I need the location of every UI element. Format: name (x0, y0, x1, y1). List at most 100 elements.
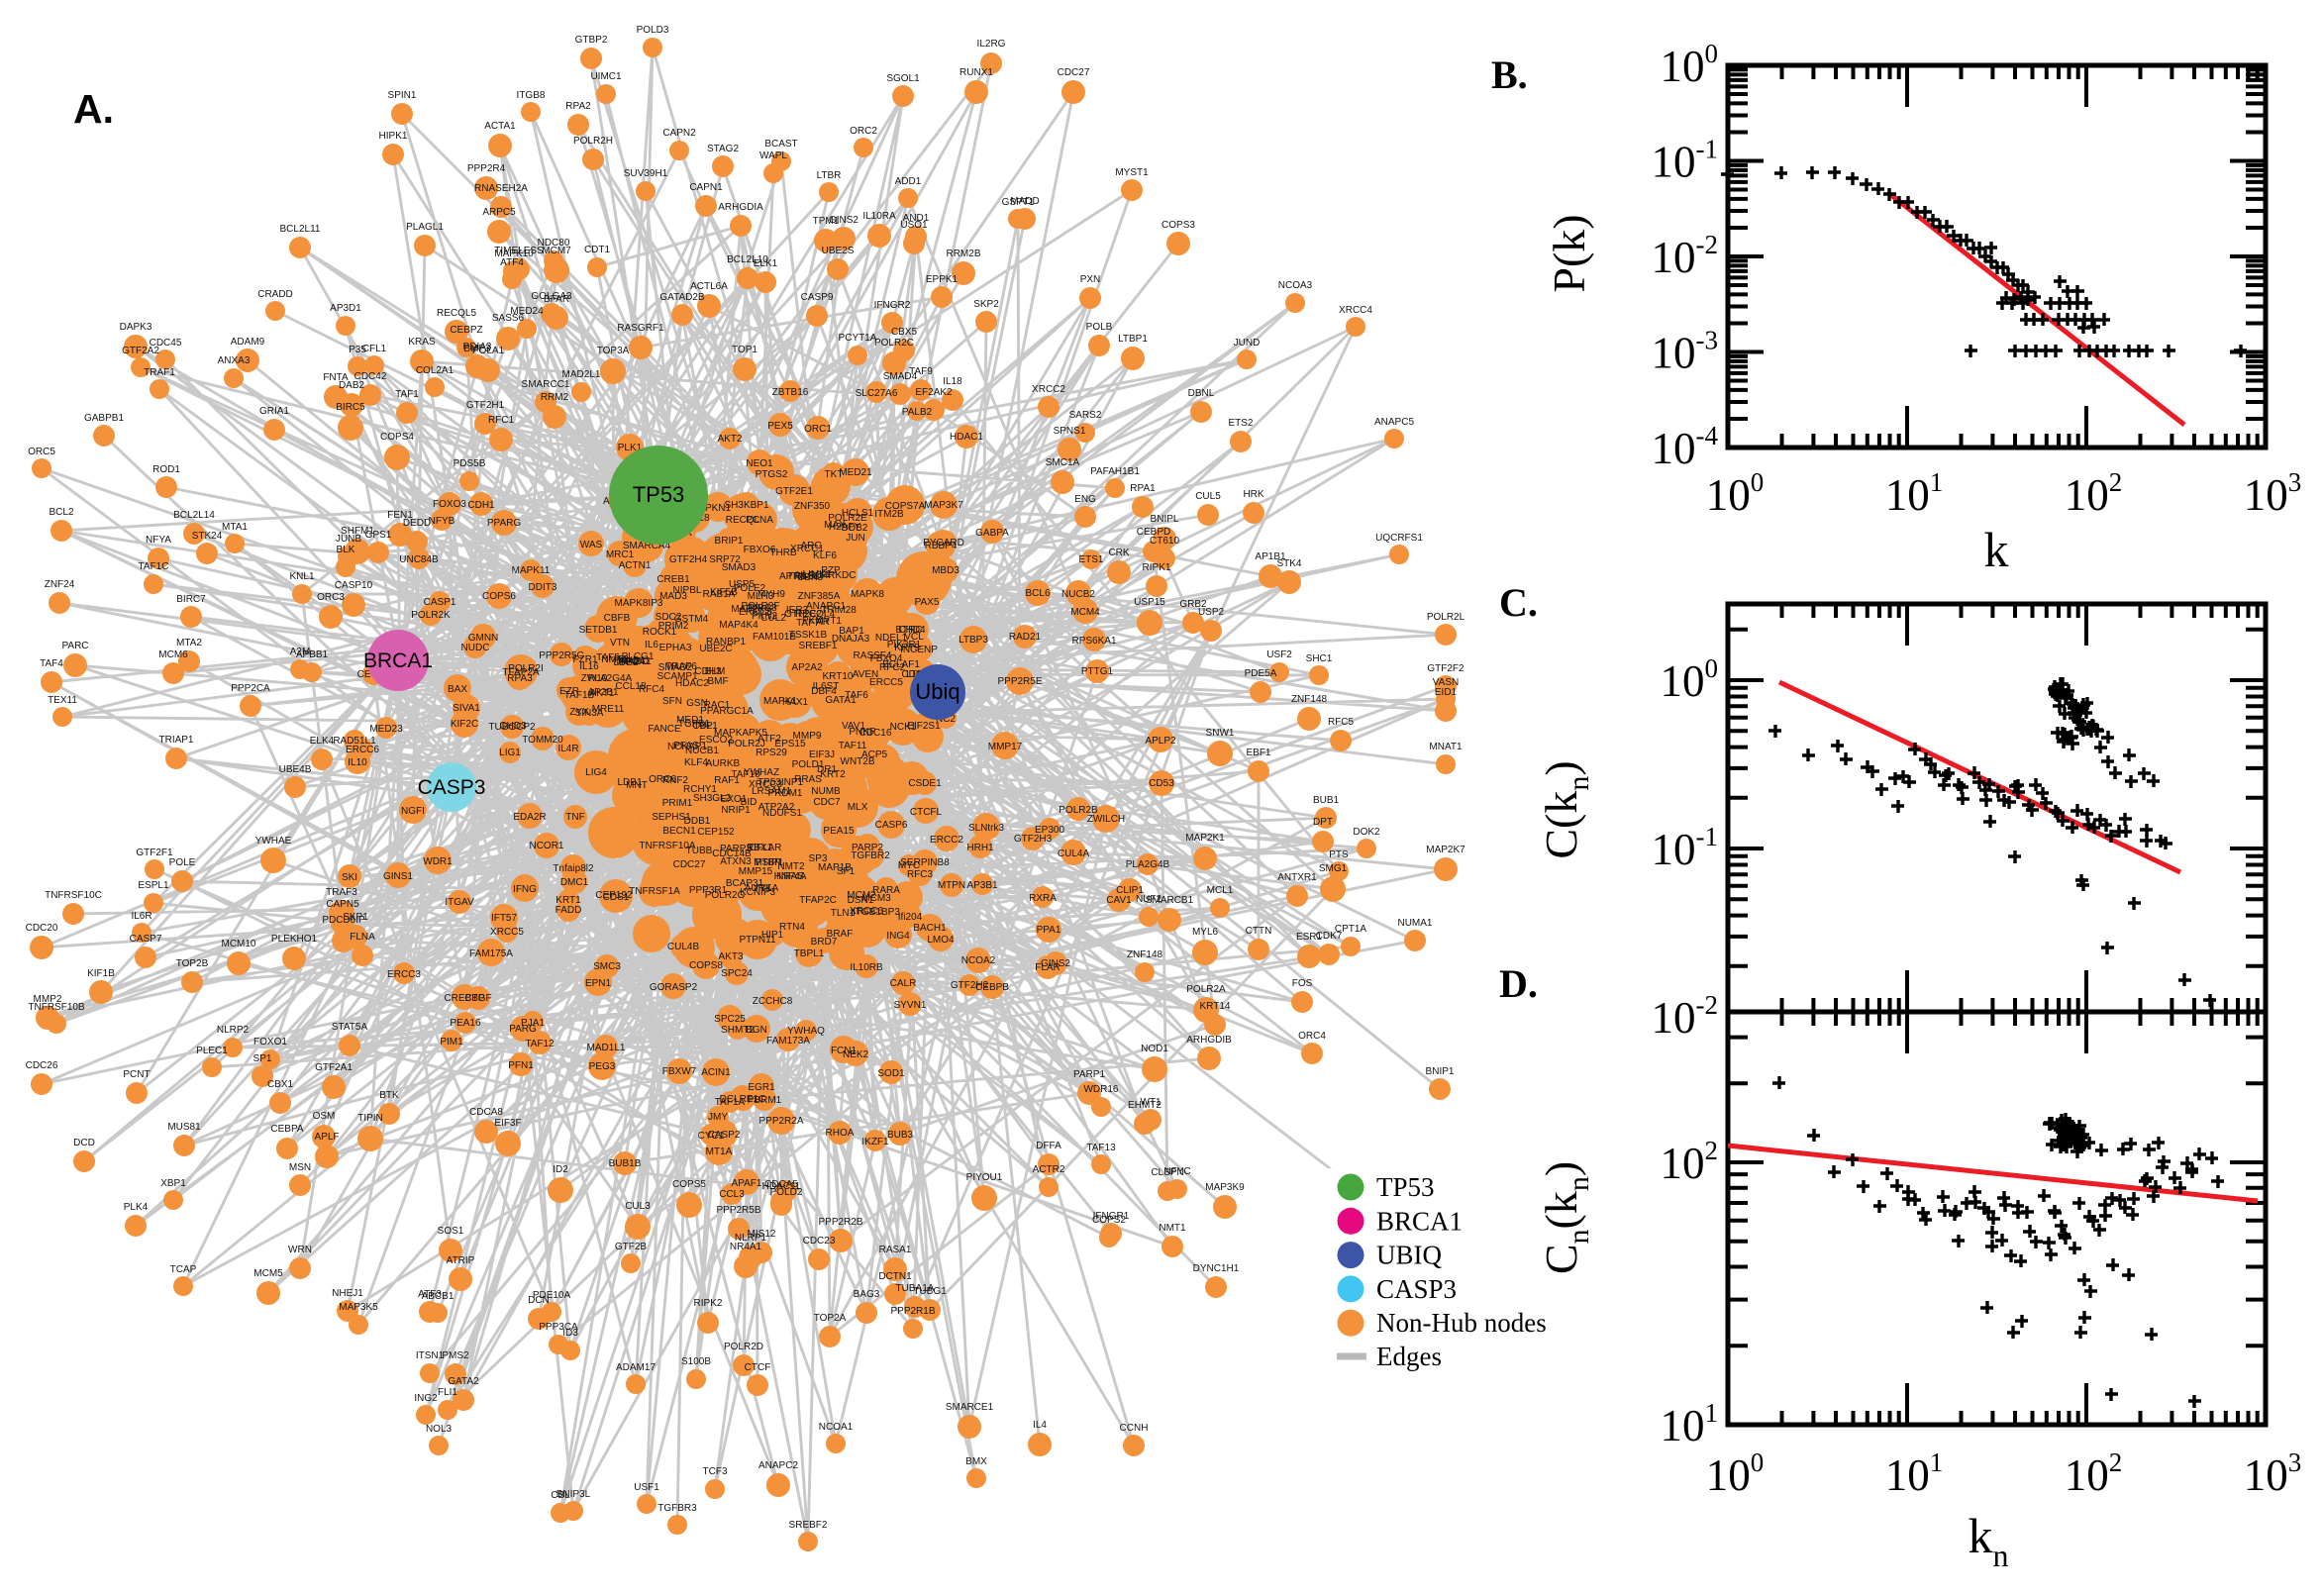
svg-text:HIP1: HIP1 (761, 930, 784, 941)
svg-text:MADD: MADD (1010, 196, 1039, 207)
svg-text:TGFBR2: TGFBR2 (851, 850, 890, 861)
svg-text:KRT2: KRT2 (820, 769, 846, 780)
svg-text:MAPK8: MAPK8 (851, 589, 884, 600)
svg-text:PPP3R1: PPP3R1 (689, 885, 728, 896)
svg-text:CDCA8: CDCA8 (469, 1107, 503, 1118)
svg-text:PPP2R5C: PPP2R5C (539, 650, 584, 661)
svg-text:B.: B. (1491, 52, 1528, 97)
svg-text:ERCC5: ERCC5 (869, 677, 903, 688)
svg-text:NC2: NC2 (936, 714, 956, 725)
svg-text:NUDC: NUDC (461, 643, 490, 653)
svg-text:CEBPB: CEBPB (975, 982, 1009, 993)
svg-text:MAP1B: MAP1B (818, 862, 852, 873)
svg-text:TIMELESS: TIMELESS (494, 246, 544, 256)
svg-text:PRDM1: PRDM1 (767, 788, 802, 799)
svg-text:HNF4A: HNF4A (774, 871, 807, 882)
svg-text:NFYB: NFYB (429, 516, 455, 527)
svg-text:GTF2F1: GTF2F1 (136, 848, 173, 858)
svg-text:WRN: WRN (288, 1245, 312, 1255)
svg-text:NLRP1: NLRP1 (735, 1233, 767, 1244)
svg-text:TNF: TNF (565, 812, 584, 823)
svg-text:POLR2I: POLR2I (508, 663, 544, 674)
svg-text:POLR2E: POLR2E (828, 513, 867, 524)
svg-text:POLD1: POLD1 (792, 759, 825, 770)
svg-text:FNTA: FNTA (323, 372, 349, 383)
svg-text:MAD2L1: MAD2L1 (562, 369, 601, 380)
svg-text:CREBBP: CREBBP (444, 993, 484, 1004)
svg-text:CD53: CD53 (1149, 778, 1174, 789)
svg-text:CDC27: CDC27 (1058, 67, 1090, 78)
svg-text:PRIM2: PRIM2 (658, 621, 689, 632)
svg-text:CUL4B: CUL4B (667, 942, 700, 952)
svg-text:UBE4B: UBE4B (279, 764, 312, 775)
svg-text:APTX: APTX (779, 571, 805, 582)
svg-text:WT1: WT1 (1140, 1097, 1162, 1108)
svg-text:NRAS: NRAS (776, 871, 804, 882)
svg-text:TAF6: TAF6 (845, 690, 868, 701)
svg-text:TOMM20: TOMM20 (522, 735, 563, 746)
svg-text:XRCC5: XRCC5 (490, 927, 524, 938)
svg-text:CASP2: CASP2 (708, 1130, 741, 1141)
svg-text:DDIT3: DDIT3 (529, 582, 557, 593)
svg-text:PTTG1: PTTG1 (1081, 666, 1114, 677)
svg-text:PDE10A: PDE10A (533, 1290, 571, 1301)
svg-text:MAX: MAX (824, 520, 846, 531)
svg-text:IFNG: IFNG (513, 884, 537, 895)
svg-text:JUNB: JUNB (336, 534, 361, 545)
svg-text:RNF2: RNF2 (662, 775, 689, 786)
svg-text:DBF4: DBF4 (811, 686, 837, 697)
svg-text:SPIN1: SPIN1 (388, 90, 417, 101)
svg-text:SREBF2: SREBF2 (789, 1520, 828, 1531)
svg-text:MMP2: MMP2 (34, 994, 62, 1005)
svg-text:NCOA2: NCOA2 (961, 955, 996, 966)
svg-text:TUBG1: TUBG1 (913, 1286, 947, 1297)
svg-text:NCKAP1: NCKAP1 (667, 742, 707, 752)
svg-text:PCNA: PCNA (746, 515, 773, 526)
svg-text:GMNN: GMNN (468, 633, 499, 644)
svg-text:GTF2A1: GTF2A1 (315, 1062, 353, 1073)
svg-text:CASP3: CASP3 (418, 776, 486, 799)
svg-text:MMP9: MMP9 (793, 731, 822, 742)
svg-text:CEBPA: CEBPA (270, 1124, 303, 1135)
svg-text:NMT2: NMT2 (777, 861, 805, 872)
svg-text:SYVN1: SYVN1 (894, 1000, 927, 1011)
svg-text:RCHY1: RCHY1 (683, 784, 717, 795)
svg-text:XRCC2: XRCC2 (1032, 384, 1065, 395)
svg-text:NR4A1: NR4A1 (730, 1242, 762, 1252)
svg-text:AP2A2: AP2A2 (791, 662, 823, 673)
svg-text:BUB1B: BUB1B (609, 1158, 642, 1169)
svg-text:CTCFL: CTCFL (910, 807, 943, 818)
svg-text:FAM101B: FAM101B (753, 632, 796, 643)
svg-text:BCL2L10: BCL2L10 (727, 254, 768, 265)
svg-text:POLR2C: POLR2C (874, 338, 914, 349)
svg-text:MIS12: MIS12 (748, 1229, 776, 1240)
svg-text:SUV39H1: SUV39H1 (624, 168, 668, 179)
svg-text:MED23: MED23 (369, 724, 403, 735)
svg-text:EZR: EZR (559, 686, 579, 697)
svg-text:ZCCHC8: ZCCHC8 (753, 996, 793, 1007)
svg-text:SASS6: SASS6 (492, 313, 525, 324)
svg-text:SMC1A: SMC1A (1046, 457, 1080, 468)
svg-text:CYC1: CYC1 (698, 1131, 725, 1142)
svg-text:MAD3: MAD3 (659, 591, 687, 602)
svg-text:RARA: RARA (872, 885, 900, 896)
svg-text:NHEJ1: NHEJ1 (332, 1288, 363, 1299)
svg-text:SIN3A: SIN3A (575, 708, 604, 719)
svg-text:DOK2: DOK2 (1353, 827, 1380, 838)
svg-text:A2M: A2M (290, 647, 311, 657)
svg-text:EPHA3: EPHA3 (659, 643, 692, 653)
svg-text:PFN1: PFN1 (508, 1060, 534, 1071)
svg-text:TFAP2A: TFAP2A (502, 667, 540, 678)
svg-text:PARG: PARG (509, 1024, 537, 1035)
svg-text:VTN: VTN (610, 638, 630, 648)
svg-text:EID1: EID1 (1435, 687, 1458, 698)
svg-text:GINS1: GINS1 (383, 871, 413, 882)
svg-text:LIG1: LIG1 (499, 748, 521, 758)
svg-text:HRK: HRK (1243, 489, 1263, 500)
svg-text:MTA1: MTA1 (222, 522, 248, 533)
svg-text:FBXO6: FBXO6 (744, 545, 776, 555)
svg-text:SP1: SP1 (253, 1053, 272, 1064)
svg-text:STAT5A: STAT5A (332, 1022, 368, 1033)
svg-text:PIK3R1: PIK3R1 (887, 640, 922, 650)
svg-text:BMP3: BMP3 (463, 344, 491, 354)
